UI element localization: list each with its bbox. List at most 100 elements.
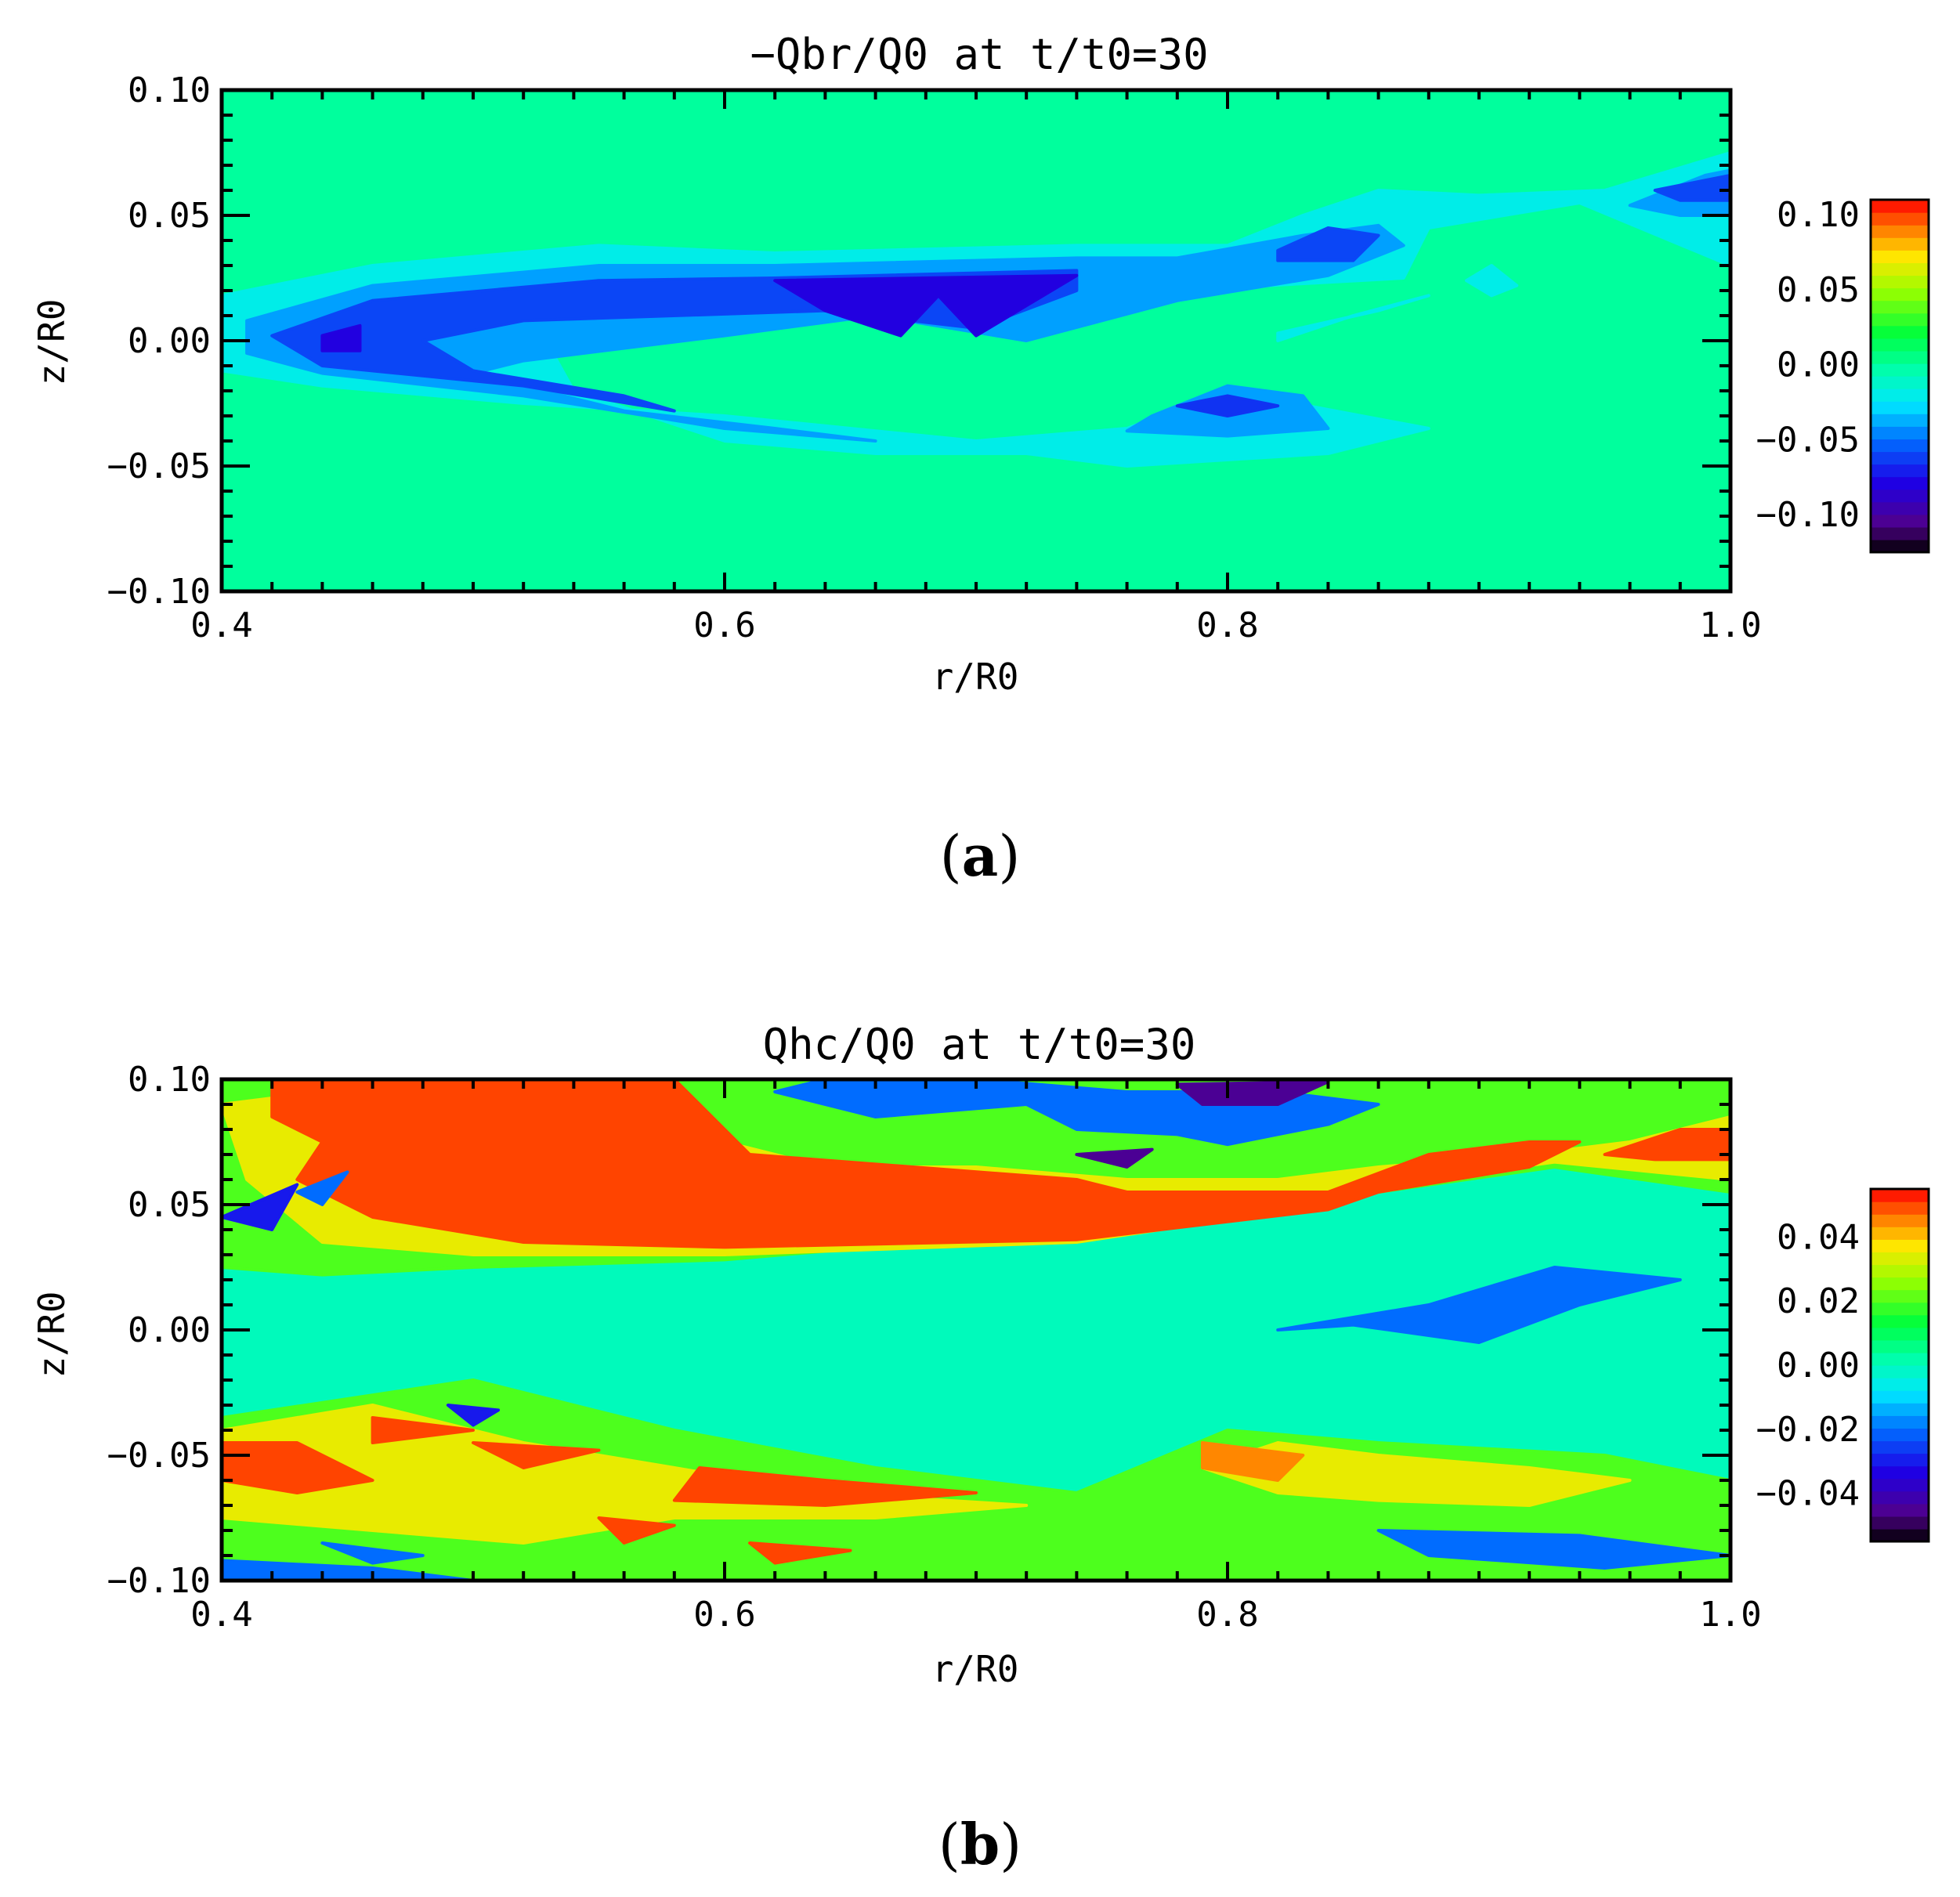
panel-b-caption: (b) xyxy=(938,1811,1022,1877)
x-tick-label: 1.0 xyxy=(1699,1595,1761,1635)
heatmap-region xyxy=(1376,1529,1730,1570)
x-tick-label: 0.4 xyxy=(190,1595,252,1635)
heatmap-region xyxy=(245,223,1405,443)
panel-b-letter: b xyxy=(960,1811,1000,1877)
heatmap-region xyxy=(1603,1128,1730,1162)
colorbar-band xyxy=(1871,325,1929,339)
colorbar-band xyxy=(1871,237,1929,251)
heatmap-region xyxy=(1276,226,1380,262)
colorbar-band xyxy=(1871,1478,1929,1492)
colorbar-frame xyxy=(1869,198,1930,554)
colorbar-band xyxy=(1871,1465,1929,1480)
colorbar-band xyxy=(1871,476,1929,490)
colorbar-band xyxy=(1871,275,1929,289)
colorbar-band xyxy=(1871,1327,1929,1341)
colorbar-band xyxy=(1871,1403,1929,1416)
y-tick-label: 0.05 xyxy=(128,1185,211,1225)
colorbar-band xyxy=(1871,1277,1929,1291)
colorbar-band xyxy=(1871,200,1929,213)
colorbar-band xyxy=(1871,376,1929,389)
colorbar-tick-label: −0.05 xyxy=(1756,420,1860,460)
colorbar-band xyxy=(1871,350,1929,364)
heatmap-region xyxy=(1175,394,1280,417)
colorbar-band xyxy=(1871,401,1929,414)
colorbar-band xyxy=(1871,1289,1929,1303)
colorbar-band xyxy=(1871,501,1929,515)
colorbar: 0.04 0.02 0.00 −0.02 −0.04 xyxy=(1756,1187,1930,1543)
heatmap-region xyxy=(748,1541,852,1565)
heatmap-region xyxy=(1200,1441,1305,1482)
colorbar-band xyxy=(1871,1189,1929,1202)
heatmap-region xyxy=(472,1441,601,1469)
panel-a-chart: −Qbr/Q0 at t/t0=30 r/R0 z/R0 0.4 0.6 0.8 1.… xyxy=(31,30,1930,698)
panel-a-title: −Qbr/Q0 at t/t0=30 xyxy=(750,30,1208,79)
heatmap-region xyxy=(597,1516,676,1545)
colorbar-band xyxy=(1871,1239,1929,1252)
y-tick-label: 0.10 xyxy=(128,1060,211,1100)
y-tick-label: −0.05 xyxy=(107,1436,211,1476)
colorbar-band xyxy=(1871,414,1929,427)
y-tick-label: −0.10 xyxy=(107,1561,211,1601)
y-tick-label: 0.10 xyxy=(128,70,211,110)
colorbar-band xyxy=(1871,313,1929,327)
colorbar-band xyxy=(1871,1428,1929,1442)
x-tick-label: 0.4 xyxy=(190,605,252,645)
colorbar-tick-label: −0.10 xyxy=(1756,495,1860,535)
colorbar-band xyxy=(1871,526,1929,540)
panel-b-chart: Qhc/Q0 at t/t0=30 r/R0 z/R0 0.4 0.6 0.8 1.0… xyxy=(31,1020,1930,1690)
colorbar-band xyxy=(1871,426,1929,439)
colorbar-band xyxy=(1871,1201,1929,1215)
colorbar-band xyxy=(1871,1227,1929,1240)
colorbar-band xyxy=(1871,212,1929,226)
heatmap-region xyxy=(1075,1147,1154,1169)
colorbar-tick-label: 0.00 xyxy=(1777,345,1860,385)
y-tick-label: 0.00 xyxy=(128,321,211,361)
colorbar-band xyxy=(1871,1365,1929,1378)
colorbar-band xyxy=(1871,388,1929,402)
heatmap-region xyxy=(222,1183,299,1231)
panel-a-caption: (a) xyxy=(939,822,1021,889)
colorbar-band xyxy=(1871,1503,1929,1517)
colorbar-band xyxy=(1871,1352,1929,1366)
colorbar-tick-label: −0.02 xyxy=(1756,1410,1860,1450)
colorbar-frame xyxy=(1869,1187,1930,1543)
colorbar-band xyxy=(1871,439,1929,453)
panel-a-letter: a xyxy=(961,822,999,889)
colorbar-band xyxy=(1871,225,1929,238)
colorbar-band xyxy=(1871,539,1929,553)
colorbar-band xyxy=(1871,1516,1929,1530)
heatmap-region xyxy=(1276,294,1430,342)
x-tick-label: 0.6 xyxy=(693,605,755,645)
colorbar-band xyxy=(1871,1264,1929,1278)
y-tick-label: −0.10 xyxy=(107,572,211,612)
y-tick-label: −0.05 xyxy=(107,446,211,486)
x-tick-label: 0.8 xyxy=(1196,1595,1258,1635)
colorbar-band xyxy=(1871,300,1929,314)
heatmap-region xyxy=(773,273,1079,338)
heatmap-region xyxy=(446,1404,501,1427)
panel-b-ylabel: z/R0 xyxy=(31,1292,73,1378)
colorbar-band xyxy=(1871,1440,1929,1454)
x-tick-label: 0.8 xyxy=(1196,605,1258,645)
colorbar-tick-label: 0.05 xyxy=(1777,270,1860,310)
x-tick-label: 0.6 xyxy=(693,1595,755,1635)
panel-b-xlabel: r/R0 xyxy=(932,1648,1019,1690)
heatmap-region xyxy=(1465,264,1519,298)
colorbar-band xyxy=(1871,1314,1929,1328)
y-tick-label: 0.05 xyxy=(128,196,211,236)
heatmap-region xyxy=(320,1541,425,1565)
colorbar-band xyxy=(1871,1214,1929,1227)
colorbar-tick-label: −0.04 xyxy=(1756,1474,1860,1514)
heatmap-regions xyxy=(222,151,1730,468)
panel-a-ylabel: z/R0 xyxy=(31,299,73,386)
colorbar-band xyxy=(1871,1339,1929,1353)
colorbar-band xyxy=(1871,250,1929,263)
colorbar: 0.10 0.05 0.00 −0.05 −0.10 xyxy=(1756,195,1930,554)
heatmap-region xyxy=(222,1559,475,1581)
colorbar-band xyxy=(1871,1302,1929,1316)
colorbar-tick-label: 0.00 xyxy=(1777,1346,1860,1386)
colorbar-band xyxy=(1871,363,1929,377)
colorbar-band xyxy=(1871,1453,1929,1467)
panel-a-xlabel: r/R0 xyxy=(932,656,1019,698)
